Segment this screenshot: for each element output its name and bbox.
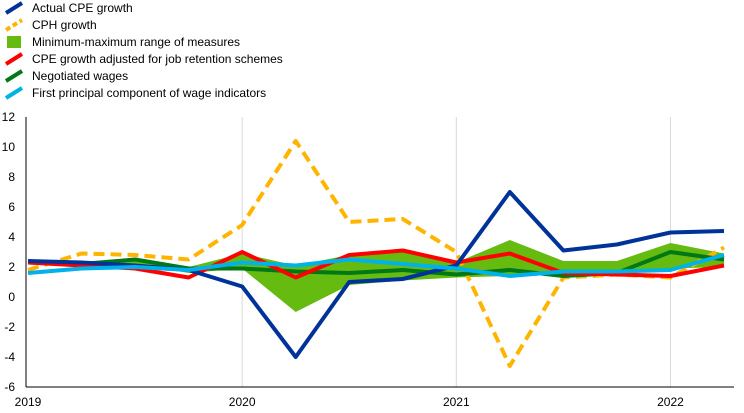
legend-swatch-actual-cpe-growth xyxy=(4,1,24,15)
tick-labels: -6 -4 -2 0 2 4 6 8 10 12 2019 2020 2021 2022 xyxy=(2,110,684,409)
x-tick-label: 2021 xyxy=(443,395,470,409)
y-tick-label: 6 xyxy=(8,200,15,214)
x-tick-label: 2020 xyxy=(229,395,256,409)
legend: Actual CPE growth CPH growth Minimum-maxim… xyxy=(4,1,283,100)
legend-swatch-cph-growth xyxy=(4,18,24,32)
series-layer xyxy=(27,139,725,368)
legend-swatch-minimum-maximum-range-of-measures xyxy=(7,36,21,48)
y-tick-label: 0 xyxy=(8,290,15,304)
series-band-min-max-range xyxy=(28,240,724,312)
x-tick-label: 2019 xyxy=(15,395,42,409)
legend-label-cph-growth: CPH growth xyxy=(32,18,97,32)
legend-label-actual-cpe-growth: Actual CPE growth xyxy=(32,1,133,15)
legend-swatch-cpe-growth-adjusted-for-job-retention-schemes xyxy=(4,52,24,66)
y-tick-label: 10 xyxy=(2,140,16,154)
legend-swatch-first-principal-component-of-wage-indicators xyxy=(4,86,24,100)
legend-label-negotiated-wages: Negotiated wages xyxy=(32,69,128,83)
series-line-cph-growth xyxy=(27,139,725,368)
axes xyxy=(25,117,734,388)
y-tick-label: 2 xyxy=(8,260,15,274)
legend-label-minimum-maximum-range-of-measures: Minimum-maximum range of measures xyxy=(32,35,240,49)
legend-label-first-principal-component-of-wage-indicators: First principal component of wage indica… xyxy=(32,86,266,100)
y-tick-label: -4 xyxy=(4,350,15,364)
series-line-first-principal-component-of-wage-indicators xyxy=(27,253,725,278)
legend-label-cpe-growth-adjusted-for-job-retention-schemes: CPE growth adjusted for job retention sc… xyxy=(32,52,283,66)
y-tick-label: -2 xyxy=(4,320,15,334)
x-tick-label: 2022 xyxy=(657,395,684,409)
y-tick-label: 4 xyxy=(8,230,15,244)
y-tick-label: 8 xyxy=(8,170,15,184)
series-line-cpe-growth-adjusted-for-job-retention-schemes xyxy=(27,248,725,280)
range-band-layer xyxy=(28,240,724,312)
y-tick-label: -6 xyxy=(4,380,15,394)
legend-swatch-negotiated-wages xyxy=(4,69,24,83)
y-tick-label: 12 xyxy=(2,110,16,124)
